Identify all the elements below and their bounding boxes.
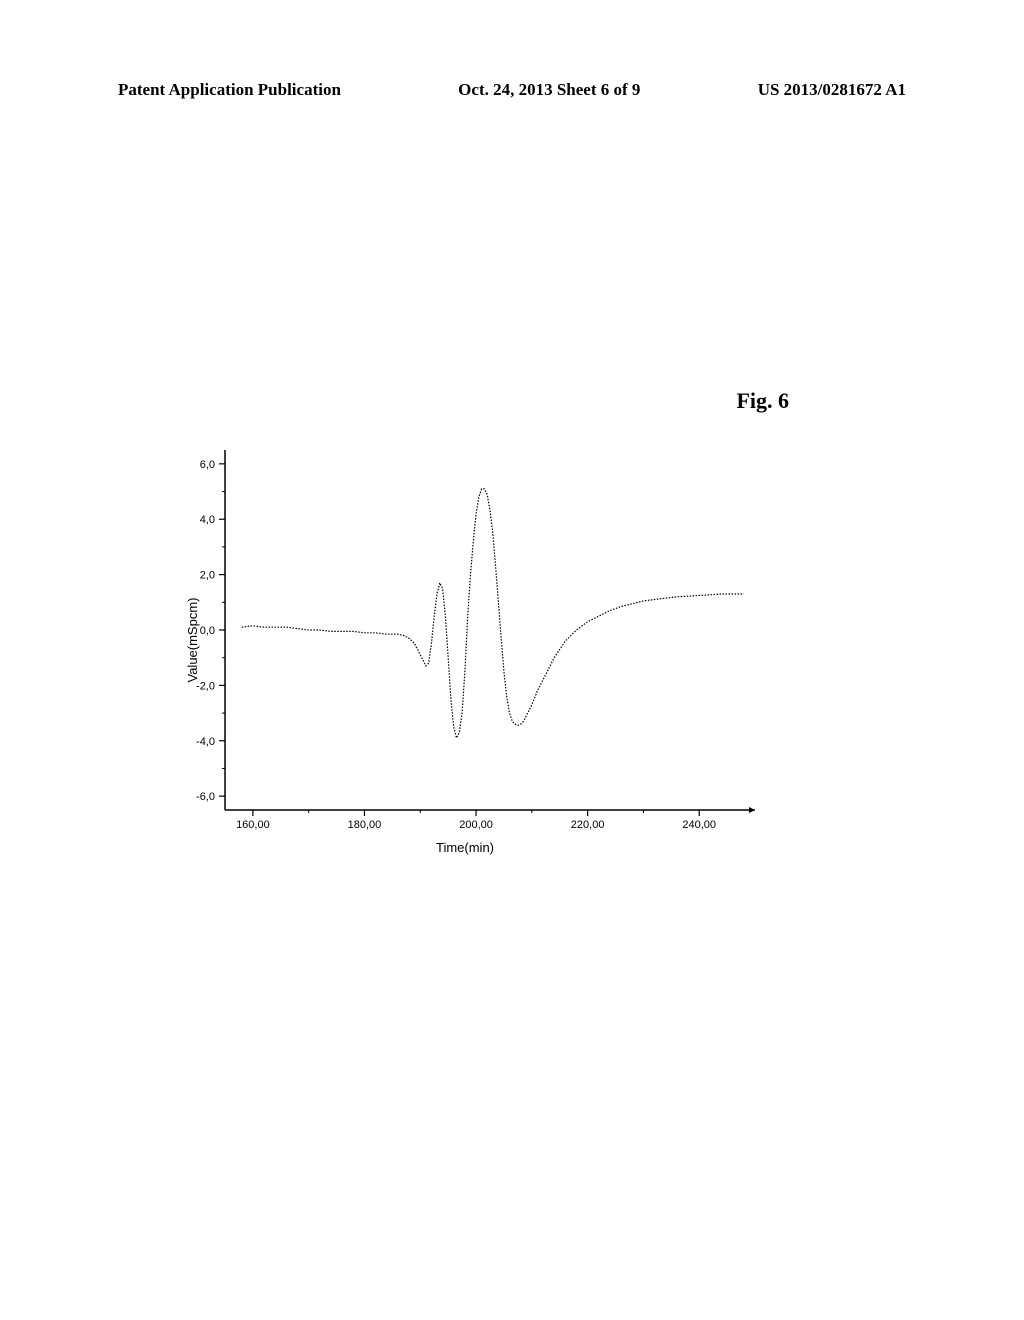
svg-text:0,0: 0,0 — [200, 625, 215, 637]
svg-text:180,00: 180,00 — [348, 819, 382, 831]
x-axis-label: Time(min) — [436, 840, 494, 855]
svg-text:240,00: 240,00 — [682, 819, 716, 831]
svg-text:-6,0: -6,0 — [196, 791, 215, 803]
svg-text:200,00: 200,00 — [459, 819, 493, 831]
svg-text:-4,0: -4,0 — [196, 736, 215, 748]
svg-text:220,00: 220,00 — [571, 819, 605, 831]
figure-caption: Fig. 6 — [736, 388, 789, 414]
svg-text:6,0: 6,0 — [200, 459, 215, 471]
page-header: Patent Application Publication Oct. 24, … — [0, 80, 1024, 100]
header-publication: Patent Application Publication — [118, 80, 341, 100]
chart-container: Value(mSpcm) -6,0-4,0-2,00,02,04,06,0160… — [155, 430, 775, 850]
svg-text:4,0: 4,0 — [200, 514, 215, 526]
svg-text:160,00: 160,00 — [236, 819, 270, 831]
y-axis-label: Value(mSpcm) — [185, 597, 200, 682]
svg-text:2,0: 2,0 — [200, 570, 215, 582]
header-date-sheet: Oct. 24, 2013 Sheet 6 of 9 — [458, 80, 640, 100]
line-chart: -6,0-4,0-2,00,02,04,06,0160,00180,00200,… — [155, 430, 775, 850]
header-patent-number: US 2013/0281672 A1 — [758, 80, 906, 100]
